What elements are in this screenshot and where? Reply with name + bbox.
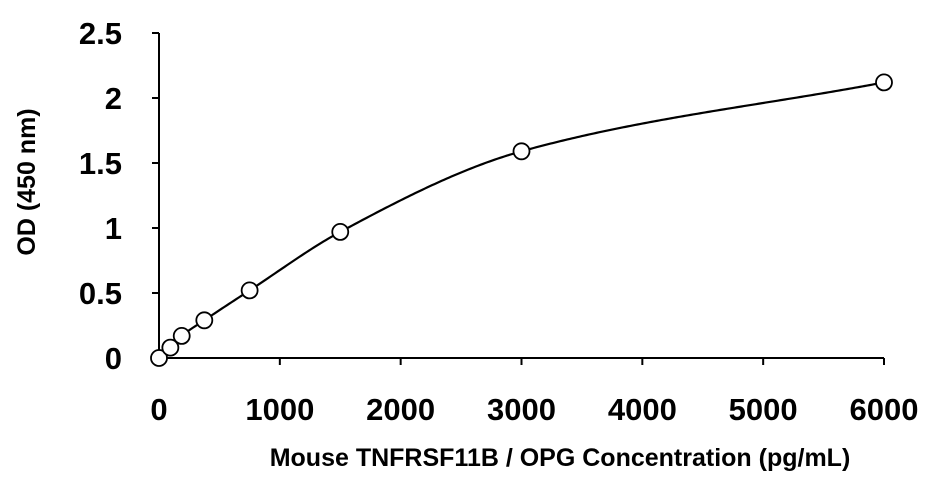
x-tick-label: 3000 [487, 392, 556, 427]
x-tick-label: 2000 [366, 392, 435, 427]
y-tick-label: 1.5 [79, 146, 122, 181]
x-axis-title: Mouse TNFRSF11B / OPG Concentration (pg/… [270, 444, 851, 472]
x-tick-label: 1000 [245, 392, 314, 427]
data-point [875, 73, 893, 92]
y-ticks: 0 0.5 1 1.5 2 2.5 [79, 16, 159, 376]
x-axis: 0 1000 2000 3000 4000 5000 6000 [150, 357, 918, 427]
data-point [195, 311, 214, 330]
y-tick-label: 2.5 [79, 16, 122, 51]
data-point [331, 222, 350, 241]
y-axis-title: OD (450 nm) [13, 108, 41, 255]
y-tick-label: 0.5 [79, 276, 122, 311]
x-tick-label: 5000 [729, 392, 798, 427]
y-tick-label: 0 [105, 341, 122, 376]
x-tick-label: 6000 [850, 392, 919, 427]
x-tick-label: 0 [150, 392, 167, 427]
y-tick-label: 1 [105, 211, 122, 246]
data-point [512, 142, 531, 161]
x-tick-label: 4000 [608, 392, 677, 427]
y-axis: 0 0.5 1 1.5 2 2.5 [79, 16, 160, 376]
data-point [150, 349, 168, 367]
data-point [240, 281, 259, 300]
data-point [161, 338, 180, 357]
y-tick-label: 2 [105, 81, 122, 116]
data-point [172, 326, 191, 345]
x-ticks: 0 1000 2000 3000 4000 5000 6000 [150, 358, 918, 427]
fit-curve [158, 81, 885, 359]
data-points [150, 73, 893, 367]
